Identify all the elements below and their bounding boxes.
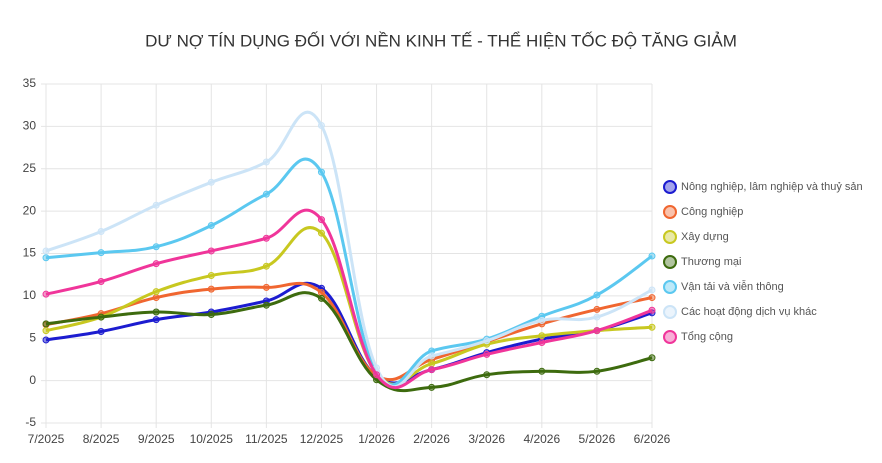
series-line <box>45 291 653 393</box>
series-line <box>45 157 653 387</box>
data-point <box>648 286 656 294</box>
data-point <box>593 313 601 321</box>
y-tick-label: 35 <box>23 76 37 90</box>
data-point <box>152 294 160 302</box>
data-point <box>97 327 105 335</box>
data-point <box>428 383 436 391</box>
x-tick-label: 6/2026 <box>634 432 671 446</box>
data-point <box>648 306 656 314</box>
data-point <box>97 249 105 257</box>
legend-marker <box>663 205 677 219</box>
data-point <box>152 316 160 324</box>
data-point <box>97 227 105 235</box>
data-point <box>262 158 270 166</box>
data-point <box>152 201 160 209</box>
y-tick-label: 30 <box>23 119 37 133</box>
data-point <box>483 337 491 345</box>
data-point <box>262 234 270 242</box>
data-point <box>317 168 325 176</box>
data-point <box>648 294 656 302</box>
chart-title: DƯ NỢ TÍN DỤNG ĐỐI VỚI NỀN KINH TẾ - THỂ… <box>145 30 737 50</box>
data-point <box>593 291 601 299</box>
data-point <box>42 327 50 335</box>
data-point <box>207 178 215 186</box>
x-tick-label: 5/2026 <box>579 432 616 446</box>
legend-label: Tổng cộng <box>681 331 733 343</box>
legend-marker <box>663 255 677 269</box>
x-tick-label: 7/2025 <box>28 432 65 446</box>
data-point <box>262 301 270 309</box>
data-point <box>538 332 546 340</box>
data-point <box>483 350 491 358</box>
legend-label: Vận tải và viễn thông <box>681 280 784 293</box>
data-point <box>317 216 325 224</box>
data-point <box>97 277 105 285</box>
data-point <box>317 294 325 302</box>
y-tick-label: 20 <box>23 203 37 217</box>
data-point <box>428 360 436 368</box>
legend-marker <box>663 280 677 294</box>
data-point <box>262 283 270 291</box>
data-point <box>152 243 160 251</box>
x-tick-label: 11/2025 <box>245 432 288 446</box>
x-tick-label: 12/2025 <box>300 432 344 446</box>
data-point <box>317 122 325 130</box>
data-point <box>317 229 325 237</box>
y-tick-label: 5 <box>29 330 36 344</box>
data-point <box>593 305 601 313</box>
legend-marker <box>663 180 677 194</box>
legend-label: Các hoạt động dịch vụ khác <box>681 306 817 318</box>
data-point <box>428 352 436 360</box>
data-point <box>648 354 656 362</box>
legend-marker <box>663 230 677 244</box>
data-point <box>428 366 436 374</box>
data-point <box>317 288 325 296</box>
data-point <box>648 252 656 260</box>
data-point <box>593 367 601 375</box>
data-point <box>207 285 215 293</box>
x-tick-label: 3/2026 <box>468 432 505 446</box>
data-point <box>207 247 215 255</box>
data-point <box>593 327 601 335</box>
data-point <box>207 311 215 319</box>
x-tick-label: 2/2026 <box>413 432 450 446</box>
data-point <box>42 320 50 328</box>
data-point <box>42 290 50 298</box>
x-tick-label: 1/2026 <box>358 432 395 446</box>
data-point <box>207 272 215 280</box>
y-tick-label: 15 <box>23 246 37 260</box>
data-point <box>152 288 160 296</box>
data-point <box>262 262 270 270</box>
data-point <box>97 313 105 321</box>
legend-marker <box>663 330 677 344</box>
data-point <box>262 190 270 198</box>
data-point <box>42 247 50 255</box>
legend-label: Thương mại <box>681 256 741 268</box>
x-tick-label: 8/2025 <box>83 432 120 446</box>
x-tick-label: 10/2025 <box>190 432 234 446</box>
legend-label: Xây dựng <box>681 231 729 243</box>
data-point <box>538 316 546 324</box>
y-tick-label: 25 <box>23 161 37 175</box>
x-tick-label: 4/2026 <box>523 432 560 446</box>
data-point <box>373 371 381 379</box>
y-tick-label: 10 <box>23 288 37 302</box>
data-point <box>648 323 656 331</box>
x-tick-label: 9/2025 <box>138 432 175 446</box>
y-tick-label: -5 <box>25 415 36 429</box>
data-point <box>538 338 546 346</box>
data-point <box>538 367 546 375</box>
legend-marker <box>663 305 677 319</box>
data-point <box>207 222 215 230</box>
data-point <box>483 371 491 379</box>
data-point <box>152 308 160 316</box>
data-point <box>42 254 50 262</box>
data-point <box>42 336 50 344</box>
legend-label: Nông nghiệp, lâm nghiệp và thuỷ sản <box>681 181 863 193</box>
legend-label: Công nghiệp <box>681 206 743 218</box>
y-tick-label: 0 <box>29 373 36 387</box>
data-point <box>152 260 160 268</box>
